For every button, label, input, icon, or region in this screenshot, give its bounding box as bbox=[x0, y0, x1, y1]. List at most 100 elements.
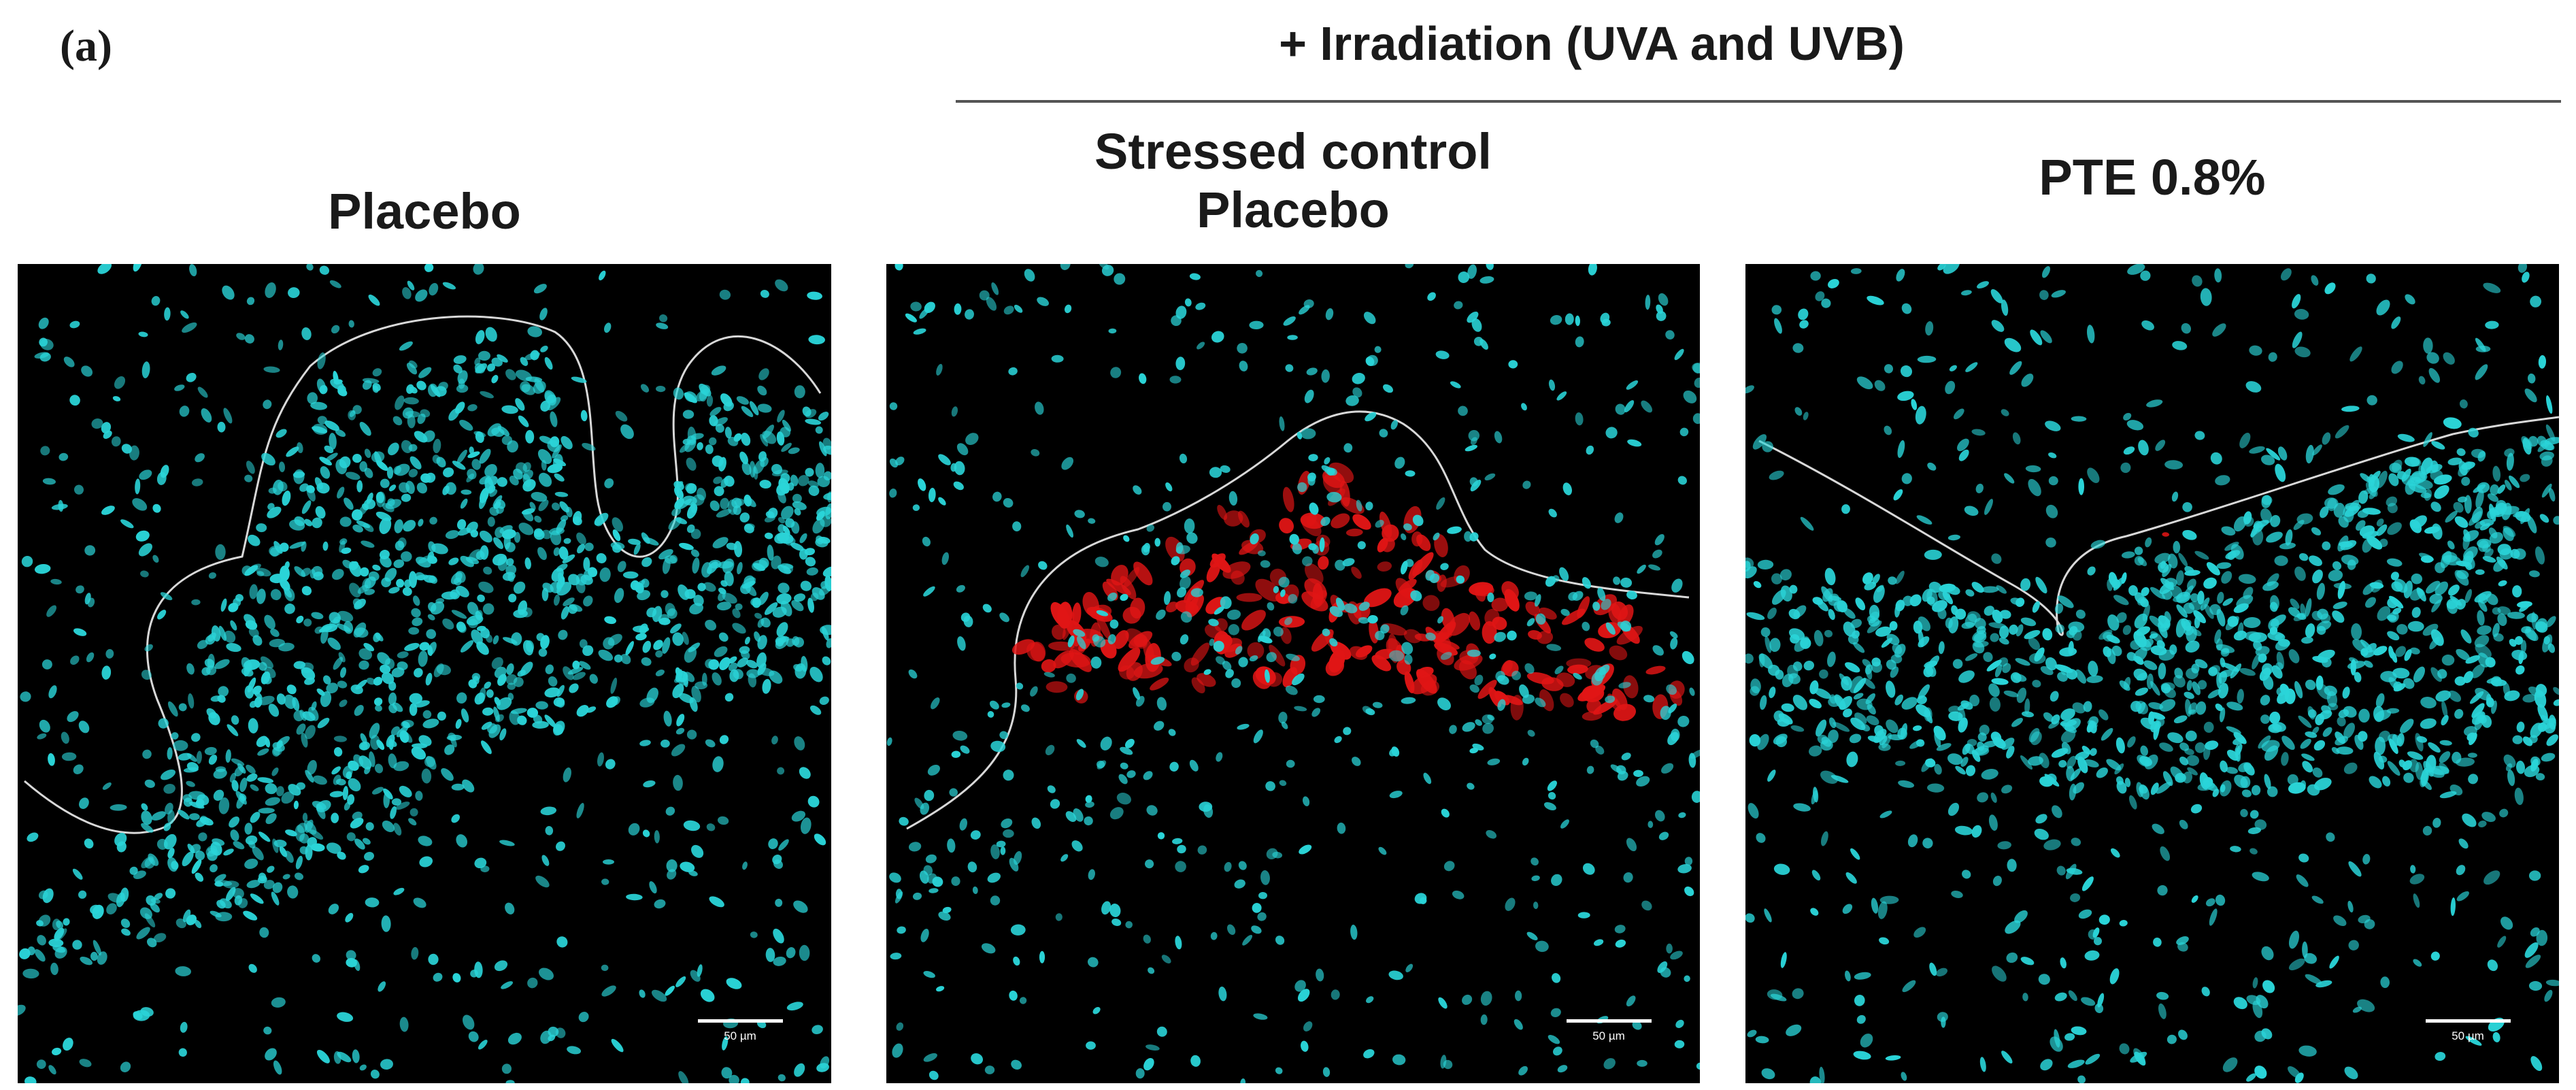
nucleus bbox=[709, 559, 722, 569]
nucleus bbox=[1948, 706, 1960, 714]
nucleus bbox=[2226, 701, 2243, 711]
nucleus bbox=[1969, 694, 1980, 707]
nucleus bbox=[794, 508, 801, 516]
nucleus bbox=[2426, 352, 2439, 364]
nucleus bbox=[1816, 719, 1827, 737]
nucleus bbox=[1869, 611, 1880, 622]
nucleus bbox=[2167, 1034, 2177, 1044]
nucleus bbox=[448, 408, 460, 421]
nucleus bbox=[2110, 848, 2120, 858]
nucleus bbox=[2475, 521, 2486, 529]
nucleus bbox=[2261, 1028, 2273, 1040]
nucleus bbox=[1484, 473, 1496, 481]
nucleus bbox=[236, 333, 246, 340]
nucleus bbox=[777, 410, 785, 423]
nucleus bbox=[1474, 674, 1484, 686]
nucleus bbox=[2411, 607, 2421, 618]
nucleus bbox=[908, 669, 918, 679]
nucleus bbox=[741, 461, 752, 476]
nucleus bbox=[263, 399, 272, 410]
nucleus bbox=[2011, 718, 2023, 727]
nucleus bbox=[889, 402, 898, 410]
nucleus bbox=[2386, 558, 2403, 567]
nucleus bbox=[1841, 504, 1850, 514]
nucleus bbox=[1357, 541, 1366, 550]
nucleus bbox=[658, 549, 673, 560]
nucleus bbox=[2201, 597, 2210, 611]
nucleus bbox=[1900, 723, 1908, 739]
nucleus bbox=[1076, 739, 1086, 748]
nucleus bbox=[806, 567, 818, 576]
nucleus bbox=[2184, 691, 2194, 699]
nucleus bbox=[1557, 1065, 1568, 1073]
nucleus bbox=[2524, 765, 2540, 778]
nucleus bbox=[492, 495, 503, 508]
nucleus bbox=[1552, 1046, 1562, 1056]
nucleus bbox=[39, 719, 50, 733]
nucleus bbox=[456, 692, 467, 704]
nucleus bbox=[819, 441, 827, 457]
nucleus bbox=[349, 410, 356, 417]
nucleus bbox=[777, 564, 791, 574]
nucleus bbox=[2087, 566, 2096, 576]
nucleus bbox=[686, 729, 697, 740]
nucleus bbox=[2115, 737, 2125, 754]
nucleus bbox=[2268, 352, 2277, 362]
nucleus bbox=[775, 635, 789, 649]
nucleus bbox=[1401, 561, 1408, 575]
nucleus bbox=[1609, 645, 1628, 661]
nucleus bbox=[507, 1032, 522, 1045]
nucleus bbox=[401, 493, 412, 502]
nucleus bbox=[422, 710, 432, 719]
nucleus bbox=[2388, 612, 2399, 623]
nucleus bbox=[419, 856, 433, 868]
nucleus bbox=[1559, 567, 1569, 581]
nucleus bbox=[2084, 950, 2100, 961]
nucleus bbox=[2457, 496, 2468, 503]
nucleus bbox=[2322, 541, 2331, 550]
nucleus bbox=[2192, 275, 2203, 287]
nucleus bbox=[2054, 1029, 2060, 1048]
nucleus bbox=[2527, 374, 2536, 384]
nucleus bbox=[201, 408, 212, 423]
nucleus bbox=[1601, 318, 1611, 327]
nucleus bbox=[1871, 657, 1881, 667]
nucleus bbox=[1577, 684, 1606, 701]
nucleus bbox=[578, 1012, 589, 1023]
nucleus bbox=[563, 597, 575, 606]
nucleus bbox=[2528, 435, 2539, 447]
nucleus bbox=[720, 497, 729, 510]
nucleus bbox=[2522, 437, 2532, 455]
nucleus bbox=[196, 750, 202, 764]
nucleus bbox=[540, 806, 557, 816]
nucleus bbox=[1854, 972, 1871, 980]
nucleus bbox=[2439, 791, 2457, 799]
nucleus bbox=[728, 656, 737, 664]
nucleus bbox=[41, 659, 52, 670]
nucleus bbox=[2240, 808, 2248, 818]
nucleus bbox=[2403, 678, 2415, 689]
nucleus bbox=[1443, 861, 1455, 872]
nucleus bbox=[1849, 733, 1862, 744]
nucleus bbox=[1171, 651, 1182, 661]
nucleus bbox=[152, 503, 161, 513]
nucleus bbox=[2335, 425, 2349, 439]
nucleus bbox=[2366, 643, 2377, 653]
nucleus bbox=[1475, 719, 1482, 726]
nucleus bbox=[697, 442, 703, 450]
nucleus bbox=[1613, 704, 1637, 721]
nucleus bbox=[2471, 664, 2485, 678]
nucleus bbox=[364, 766, 371, 774]
nucleus bbox=[726, 978, 742, 989]
nucleus bbox=[2020, 957, 2035, 965]
nucleus bbox=[1256, 269, 1263, 278]
nucleus bbox=[270, 589, 282, 601]
nucleus bbox=[195, 920, 202, 929]
nucleus bbox=[408, 818, 417, 826]
nucleus bbox=[1624, 400, 1635, 413]
nucleus bbox=[2546, 616, 2556, 627]
nucleus bbox=[2328, 569, 2343, 582]
nucleus bbox=[1774, 318, 1782, 334]
nucleus bbox=[2464, 589, 2472, 604]
nucleus bbox=[684, 646, 697, 663]
